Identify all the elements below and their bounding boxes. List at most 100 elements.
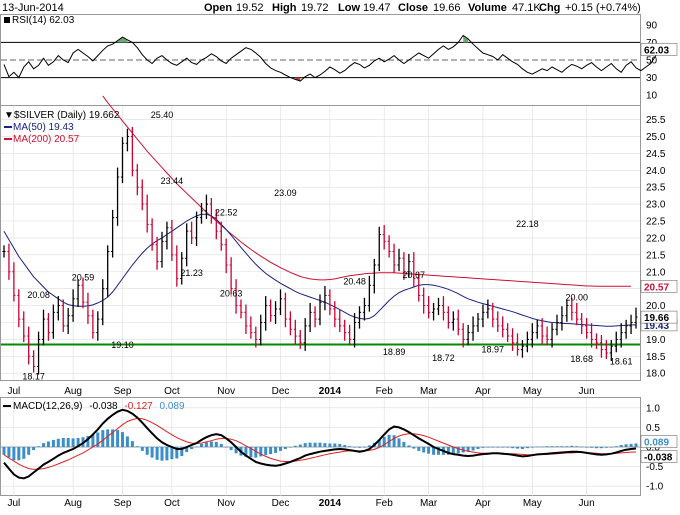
price-annotation: 20.48 xyxy=(343,276,366,286)
macd-histogram-bar xyxy=(367,445,371,447)
macd-histogram-bar xyxy=(76,438,80,447)
high-value: 19.72 xyxy=(301,2,329,14)
price-annotation: 22.18 xyxy=(516,219,539,229)
macd-histogram-bar xyxy=(397,438,401,447)
macd-histogram-bar xyxy=(555,446,559,447)
macd-histogram-bar xyxy=(318,442,322,447)
high-label: High xyxy=(272,2,297,14)
quote-date: 13-Jun-2014 xyxy=(2,2,64,14)
macd-histogram-bar xyxy=(599,447,603,449)
price-tick-label: 21.5 xyxy=(646,250,666,261)
macd-histogram-bar xyxy=(101,430,105,447)
macd-histogram-bar xyxy=(595,447,598,449)
price-month-label: Mar xyxy=(420,386,438,397)
price-annotation: 20.67 xyxy=(403,270,426,280)
price-tick-label: 24.0 xyxy=(646,166,666,177)
macd-histogram-bar xyxy=(466,447,470,452)
macd-legend: MACD(12,26,9) -0.038 -0.127 0.089 xyxy=(3,401,185,412)
rsi-value-tag: 62.03 xyxy=(644,45,669,56)
macd-month-label: Aug xyxy=(64,498,82,509)
macd-histogram-bar xyxy=(362,447,366,448)
macd-panel: 1.0 0.5 0.0 -0.5 -1.0 0.089 -0.038 Jul Aug Sep Oct… xyxy=(1,398,678,509)
macd-histogram-bar xyxy=(185,447,189,453)
macd-legend-name: MACD(12,26,9) xyxy=(13,401,82,412)
macd-histogram-bar xyxy=(570,445,574,447)
macd-histogram-bar xyxy=(353,447,357,448)
macd-histogram-bar xyxy=(244,447,248,457)
macd-histogram-bar xyxy=(288,447,292,448)
macd-histogram-bar xyxy=(328,443,332,447)
macd-histogram-bar xyxy=(451,447,455,455)
chg-label: Chg xyxy=(539,2,560,14)
macd-histogram-bar xyxy=(412,447,416,449)
macd-histogram-bar xyxy=(56,438,60,447)
macd-histogram-bar xyxy=(343,445,347,447)
rsi-overbought-fill xyxy=(463,35,469,43)
rsi-tick-label: 30 xyxy=(646,73,658,84)
open-label: Open xyxy=(204,2,232,14)
macd-histogram-bar xyxy=(590,447,594,448)
price-month-label: Oct xyxy=(164,386,180,397)
macd-histogram-bar xyxy=(214,441,218,447)
macd-histogram-bar xyxy=(392,435,396,447)
ma200-line xyxy=(102,95,632,287)
macd-panel-frame xyxy=(0,397,641,496)
price-annotation: 18.17 xyxy=(22,372,45,382)
macd-tick-label: -0.5 xyxy=(646,462,664,473)
rsi-legend-swatch xyxy=(4,17,10,23)
macd-month-label: Nov xyxy=(217,498,235,509)
macd-histogram-bar xyxy=(51,439,55,447)
price-month-label: Aug xyxy=(64,386,82,397)
low-value: 19.47 xyxy=(363,2,391,14)
macd-month-label: Mar xyxy=(420,498,438,509)
price-month-label: Jul xyxy=(8,386,21,397)
price-annotation: 20.59 xyxy=(72,273,95,283)
low-label: Low xyxy=(338,2,360,14)
macd-histogram-bar xyxy=(61,438,65,447)
macd-histogram-bar xyxy=(125,436,129,447)
price-tick-label: 19.0 xyxy=(646,335,666,346)
macd-histogram-bar xyxy=(446,447,450,455)
price-tick-label: 25.5 xyxy=(646,115,666,126)
price-tick-label: 23.5 xyxy=(646,183,666,194)
price-tick-label: 23.0 xyxy=(646,200,666,211)
macd-histogram-bar xyxy=(91,434,95,447)
macd-hist-tag-box xyxy=(640,435,678,448)
macd-histogram-bar xyxy=(106,429,110,447)
macd-month-label: Sep xyxy=(114,498,132,509)
price-month-label: Feb xyxy=(376,386,394,397)
macd-histogram-bar xyxy=(264,447,268,456)
macd-tick-label: 1.0 xyxy=(646,403,660,414)
macd-histogram-bar xyxy=(12,447,16,461)
macd-histogram-bar xyxy=(525,447,529,449)
macd-legend-hist: 0.089 xyxy=(160,401,185,412)
price-annotation: 18.68 xyxy=(570,354,593,364)
macd-histogram-bar xyxy=(283,447,287,449)
price-tick-label: 24.5 xyxy=(646,149,666,160)
macd-histogram-bar xyxy=(614,446,618,447)
close-value-tag: 19.66 xyxy=(644,313,669,324)
price-legend-marker: ▼ xyxy=(4,110,14,121)
macd-histogram-bar xyxy=(195,446,199,448)
macd-histogram-bar xyxy=(7,447,11,458)
price-annotation: 21.23 xyxy=(180,268,203,278)
macd-histogram-bar xyxy=(402,441,406,447)
macd-histogram-bar xyxy=(145,447,149,455)
macd-histogram-bar xyxy=(224,447,228,448)
macd-histogram-bar xyxy=(456,447,460,454)
ma200-value-tag: 20.57 xyxy=(644,282,669,293)
macd-histogram-bar xyxy=(219,443,223,447)
macd-histogram-bar xyxy=(86,436,90,447)
macd-histogram-bar xyxy=(382,436,386,447)
macd-histogram-bar xyxy=(170,447,174,460)
ma200-legend-text: MA(200) 20.57 xyxy=(13,134,80,145)
price-annotation: 18.97 xyxy=(482,344,505,354)
price-panel-frame xyxy=(0,105,641,381)
rsi-tick-label: 90 xyxy=(646,20,658,31)
price-tick-label: 25.0 xyxy=(646,132,666,143)
price-month-label: May xyxy=(523,386,542,397)
macd-hist-tag: 0.089 xyxy=(644,438,669,449)
macd-histogram-bar xyxy=(432,447,436,455)
price-annotation: 23.09 xyxy=(274,188,297,198)
